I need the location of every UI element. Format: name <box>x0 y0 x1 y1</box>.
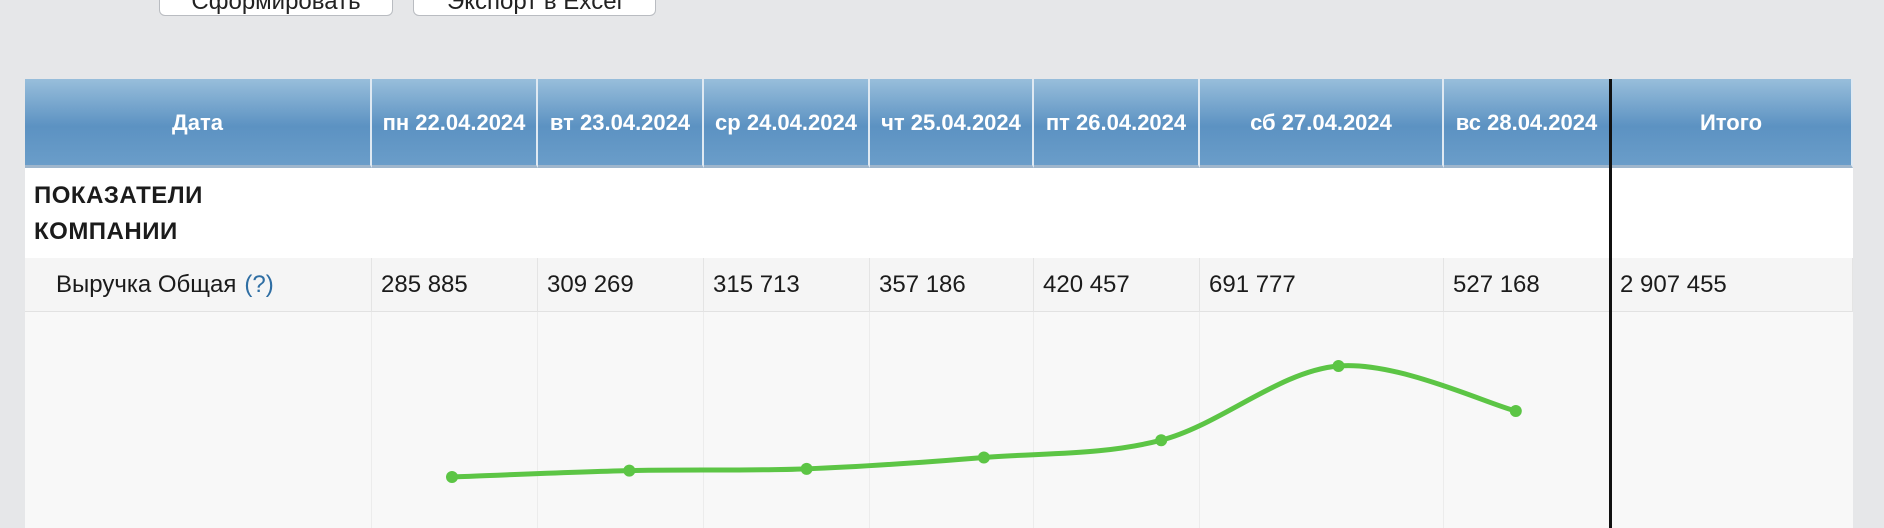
value-cell: 691 777 <box>1200 258 1444 312</box>
weekday: ср <box>715 109 741 135</box>
column-divider <box>1443 312 1444 528</box>
weekday: сб <box>1250 109 1276 135</box>
column-divider <box>1199 312 1200 528</box>
button[interactable]: Экспорт в Excel <box>413 0 656 16</box>
value-cell: 315 713 <box>704 258 870 312</box>
revenue-point <box>800 462 813 475</box>
revenue-point <box>1332 360 1345 372</box>
header-cell: чт 25.04.2024 <box>870 79 1034 168</box>
revenue-point <box>1509 405 1522 418</box>
header-text: вт 23.04.2024 <box>546 105 694 140</box>
header-cell: вс 28.04.2024 <box>1444 79 1611 168</box>
revenue-point <box>977 451 990 464</box>
weekday: чт <box>881 109 905 135</box>
row-name: Выручка Общая <box>56 270 237 298</box>
revenue-point <box>1155 434 1168 447</box>
column-divider <box>703 312 704 528</box>
column-divider <box>537 312 538 528</box>
column-divider <box>371 312 372 528</box>
header-text: вс 28.04.2024 <box>1452 105 1601 140</box>
section-title: ПОКАЗАТЕЛИ КОМПАНИИ <box>34 182 203 245</box>
column-divider <box>1033 312 1034 528</box>
header-cell: Дата <box>25 79 372 168</box>
header-cell: вт 23.04.2024 <box>538 79 704 168</box>
header-text: пт 26.04.2024 <box>1042 105 1190 140</box>
header-text: чт 25.04.2024 <box>877 105 1025 140</box>
weekday: пт <box>1045 109 1070 135</box>
date: 23.04.2024 <box>580 109 691 135</box>
date: 28.04.2024 <box>1487 109 1598 135</box>
header-cell: пт 26.04.2024 <box>1034 79 1200 168</box>
section-row: ПОКАЗАТЕЛИ КОМПАНИИ <box>25 168 1853 258</box>
date: 22.04.2024 <box>415 109 526 135</box>
header-text: пн 22.04.2024 <box>379 105 530 140</box>
button[interactable]: Сформировать <box>159 0 393 16</box>
header-cell: сб 27.04.2024 <box>1200 79 1444 168</box>
value-cell: 309 269 <box>538 258 704 312</box>
date: 27.04.2024 <box>1281 109 1392 135</box>
freeze-line <box>1609 79 1612 528</box>
weekday: вс <box>1455 109 1481 135</box>
value-cell: 357 186 <box>870 258 1034 312</box>
weekday: пн <box>382 109 410 135</box>
chart-row <box>25 312 1853 528</box>
date: 26.04.2024 <box>1076 109 1187 135</box>
value-cell: 285 885 <box>372 258 538 312</box>
header-cell: пн 22.04.2024 <box>372 79 538 168</box>
row-label: Выручка Общая (?) <box>25 258 372 312</box>
weekday: вт <box>549 109 574 135</box>
column-divider <box>869 312 870 528</box>
total-cell: 2 907 455 <box>1611 258 1853 312</box>
value-cell: 420 457 <box>1034 258 1200 312</box>
header-cell: ср 24.04.2024 <box>704 79 870 168</box>
header-text: ср 24.04.2024 <box>711 105 861 140</box>
revenue-point <box>623 464 636 477</box>
date: 25.04.2024 <box>910 109 1021 135</box>
header-cell: Итого <box>1611 79 1853 168</box>
date: 24.04.2024 <box>746 109 857 135</box>
value-cell: 527 168 <box>1444 258 1611 312</box>
header-text: сб 27.04.2024 <box>1246 105 1396 140</box>
revenue-point <box>446 471 458 483</box>
help-link[interactable]: (?) <box>244 270 274 298</box>
